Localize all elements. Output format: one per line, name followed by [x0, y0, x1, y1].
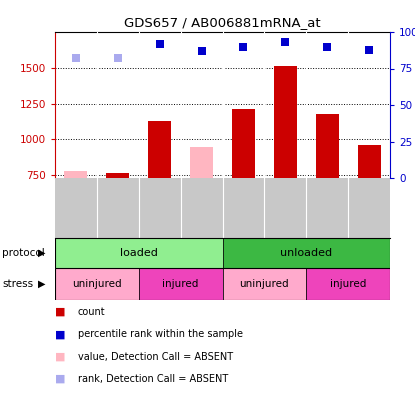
Text: ▶: ▶ [38, 248, 46, 258]
Text: injured: injured [330, 279, 366, 289]
Text: loaded: loaded [120, 248, 158, 258]
Bar [139, 268, 222, 300]
Text: injured: injured [162, 279, 199, 289]
Bar [148, 121, 171, 178]
Text: ■: ■ [55, 374, 66, 384]
Bar [274, 66, 297, 178]
Text: uninjured: uninjured [72, 279, 122, 289]
Text: rank, Detection Call = ABSENT: rank, Detection Call = ABSENT [78, 374, 228, 384]
Text: ■: ■ [55, 307, 66, 317]
Text: ▶: ▶ [38, 279, 46, 289]
Bar [64, 171, 88, 178]
Bar [106, 173, 129, 178]
Text: percentile rank within the sample: percentile rank within the sample [78, 329, 243, 339]
Text: ■: ■ [55, 329, 66, 339]
Bar [55, 238, 222, 268]
Bar [222, 238, 390, 268]
Text: stress: stress [2, 279, 33, 289]
Text: ■: ■ [55, 352, 66, 362]
Bar [316, 113, 339, 178]
Bar [232, 109, 255, 178]
Title: GDS657 / AB006881mRNA_at: GDS657 / AB006881mRNA_at [124, 17, 321, 30]
Text: unloaded: unloaded [280, 248, 332, 258]
Bar [306, 268, 390, 300]
Bar [190, 147, 213, 178]
Text: protocol: protocol [2, 248, 45, 258]
Text: count: count [78, 307, 105, 317]
Text: uninjured: uninjured [239, 279, 289, 289]
Bar [55, 268, 139, 300]
Text: value, Detection Call = ABSENT: value, Detection Call = ABSENT [78, 352, 233, 362]
Bar [358, 145, 381, 178]
Bar [222, 268, 306, 300]
